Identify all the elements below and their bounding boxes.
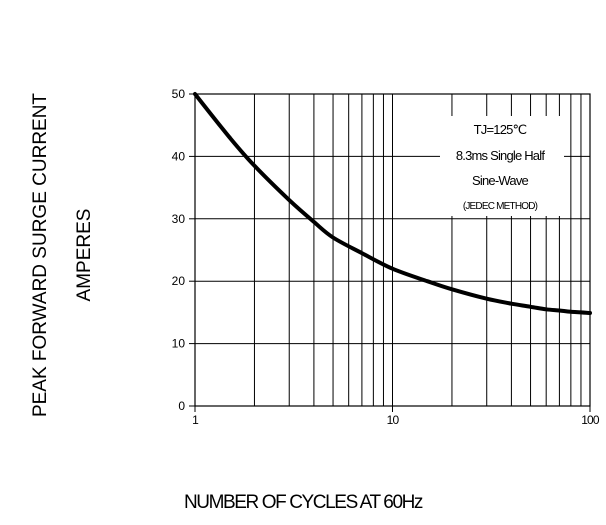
- annotation-line-4: (JEDEC METHOD): [463, 201, 538, 212]
- y-tick-label: 30: [172, 212, 186, 226]
- annotation-line-2: 8.3ms Single Half: [456, 148, 545, 163]
- series-group: [193, 92, 592, 315]
- y-tick-label: 0: [178, 399, 185, 413]
- y-axis-label: PEAK FORWARD SURGE CURRENT AMPERES: [30, 93, 95, 417]
- y-axis-label-line-2: AMPERES: [74, 209, 95, 302]
- y-tick-labels: 0 10 20 30 40 50: [172, 87, 195, 413]
- series-line-0: [193, 92, 592, 315]
- y-tick-label: 40: [172, 149, 186, 163]
- annotation-box: TJ=125℃ 8.3ms Single Half Sine-Wave (JED…: [440, 116, 564, 216]
- x-tick-label: 100: [581, 413, 600, 427]
- annotation-line-3: Sine-Wave: [472, 173, 528, 188]
- x-tick-label: 1: [192, 413, 199, 427]
- y-tick-label: 50: [172, 87, 186, 101]
- annotation-background: [440, 116, 564, 216]
- annotation-line-1: TJ=125℃: [474, 122, 527, 137]
- y-tick-label: 20: [172, 274, 186, 288]
- x-tick-label: 10: [387, 413, 400, 427]
- y-tick-label: 10: [172, 337, 186, 351]
- y-axis-label-line-1: PEAK FORWARD SURGE CURRENT: [30, 93, 51, 417]
- x-tick-labels: 1 10 100: [192, 406, 601, 427]
- x-axis-label: NUMBER OF CYCLES AT 60Hz: [183, 492, 424, 513]
